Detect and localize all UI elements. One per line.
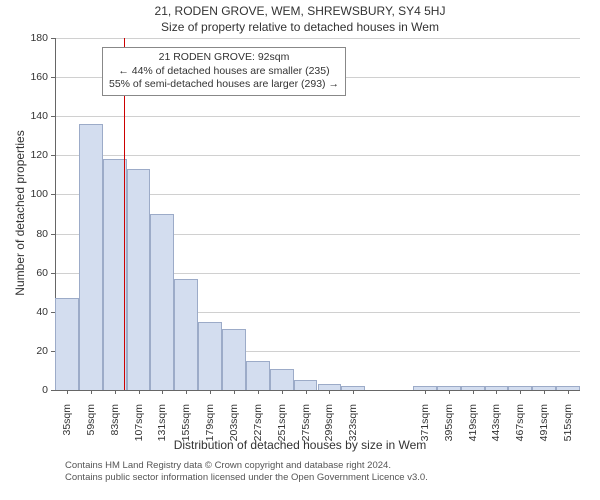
bar — [55, 298, 79, 390]
x-tick-mark — [186, 390, 187, 394]
x-tick-mark — [162, 390, 163, 394]
x-tick-mark — [353, 390, 354, 394]
y-tick-mark — [51, 312, 55, 313]
x-tick-mark — [91, 390, 92, 394]
y-tick-mark — [51, 38, 55, 39]
x-tick-label: 251sqm — [276, 404, 288, 454]
y-tick-mark — [51, 351, 55, 352]
x-tick-label: 131sqm — [156, 404, 168, 454]
x-tick-label: 467sqm — [514, 404, 526, 454]
x-tick-mark — [473, 390, 474, 394]
title-block: 21, RODEN GROVE, WEM, SHREWSBURY, SY4 5H… — [0, 4, 600, 34]
y-tick-label: 100 — [18, 188, 48, 200]
annotation-line: 55% of semi-detached houses are larger (… — [109, 78, 339, 92]
y-tick-label: 140 — [18, 110, 48, 122]
attribution-line: Contains HM Land Registry data © Crown c… — [65, 460, 428, 472]
y-tick-label: 0 — [18, 384, 48, 396]
x-tick-mark — [425, 390, 426, 394]
x-tick-label: 275sqm — [300, 404, 312, 454]
attribution-text: Contains HM Land Registry data © Crown c… — [65, 460, 428, 485]
y-tick-label: 80 — [18, 228, 48, 240]
y-tick-label: 160 — [18, 71, 48, 83]
x-tick-label: 203sqm — [228, 404, 240, 454]
x-tick-mark — [568, 390, 569, 394]
x-tick-label: 35sqm — [61, 404, 73, 454]
y-tick-mark — [51, 273, 55, 274]
y-tick-mark — [51, 234, 55, 235]
x-tick-label: 323sqm — [347, 404, 359, 454]
bar — [79, 124, 103, 390]
x-tick-mark — [544, 390, 545, 394]
y-tick-mark — [51, 390, 55, 391]
x-tick-mark — [449, 390, 450, 394]
y-tick-label: 180 — [18, 32, 48, 44]
annotation-line: 21 RODEN GROVE: 92sqm — [109, 51, 339, 65]
x-tick-label: 179sqm — [204, 404, 216, 454]
x-tick-label: 491sqm — [538, 404, 550, 454]
x-tick-label: 299sqm — [323, 404, 335, 454]
annotation-box: 21 RODEN GROVE: 92sqm← 44% of detached h… — [102, 47, 346, 96]
y-tick-label: 120 — [18, 149, 48, 161]
annotation-line: ← 44% of detached houses are smaller (23… — [109, 65, 339, 79]
x-tick-mark — [234, 390, 235, 394]
bar — [222, 329, 246, 390]
bar — [174, 279, 198, 390]
attribution-line: Contains public sector information licen… — [65, 472, 428, 484]
x-tick-mark — [282, 390, 283, 394]
x-tick-label: 155sqm — [180, 404, 192, 454]
x-tick-label: 515sqm — [562, 404, 574, 454]
x-tick-label: 371sqm — [419, 404, 431, 454]
y-tick-mark — [51, 155, 55, 156]
x-tick-mark — [67, 390, 68, 394]
y-gridline — [55, 116, 580, 117]
bar — [198, 322, 222, 390]
y-gridline — [55, 155, 580, 156]
x-tick-mark — [520, 390, 521, 394]
y-tick-mark — [51, 77, 55, 78]
y-tick-label: 40 — [18, 306, 48, 318]
bar — [294, 380, 318, 390]
bar — [270, 369, 294, 391]
y-tick-label: 20 — [18, 345, 48, 357]
bar — [150, 214, 174, 390]
x-tick-mark — [329, 390, 330, 394]
y-tick-mark — [51, 116, 55, 117]
chart-title: 21, RODEN GROVE, WEM, SHREWSBURY, SY4 5H… — [0, 4, 600, 18]
x-tick-mark — [258, 390, 259, 394]
chart-container: 21, RODEN GROVE, WEM, SHREWSBURY, SY4 5H… — [0, 0, 600, 500]
x-tick-label: 443sqm — [490, 404, 502, 454]
x-tick-label: 59sqm — [85, 404, 97, 454]
bar — [127, 169, 151, 390]
y-gridline — [55, 38, 580, 39]
bar — [246, 361, 270, 390]
x-tick-mark — [210, 390, 211, 394]
x-tick-mark — [306, 390, 307, 394]
x-tick-label: 419sqm — [467, 404, 479, 454]
y-tick-label: 60 — [18, 267, 48, 279]
x-tick-label: 83sqm — [109, 404, 121, 454]
x-tick-label: 395sqm — [443, 404, 455, 454]
x-axis-line — [55, 390, 580, 391]
x-tick-mark — [115, 390, 116, 394]
x-tick-label: 107sqm — [133, 404, 145, 454]
y-tick-mark — [51, 194, 55, 195]
x-tick-mark — [496, 390, 497, 394]
chart-subtitle: Size of property relative to detached ho… — [0, 20, 600, 34]
x-tick-mark — [139, 390, 140, 394]
x-tick-label: 227sqm — [252, 404, 264, 454]
